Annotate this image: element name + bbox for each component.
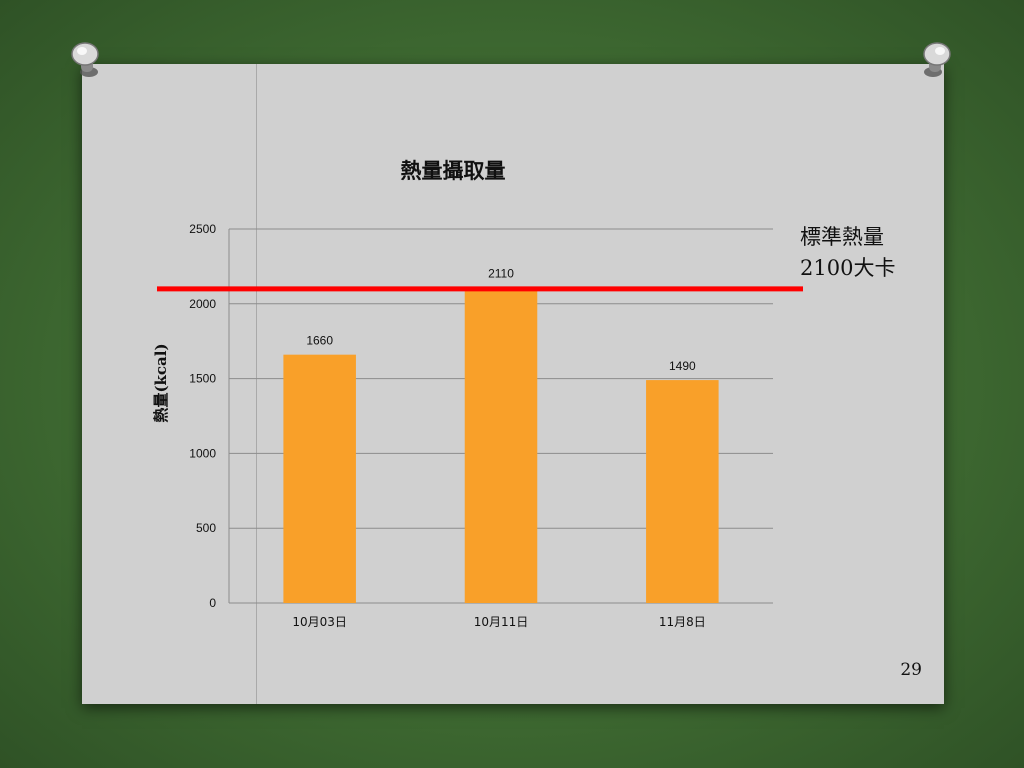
y-tick-label: 2500 (189, 222, 216, 236)
data-label: 2110 (488, 266, 514, 280)
y-axis-label: 熱量(kcal) (152, 343, 170, 422)
y-tick-label: 1000 (189, 446, 216, 460)
reference-line-note: 標準熱量 2100大卡 (800, 222, 895, 284)
bar (646, 380, 719, 603)
slide-margin-line (256, 64, 257, 704)
reference-note-line2: 2100大卡 (800, 256, 896, 280)
pushpin-left-icon (71, 42, 99, 77)
y-tick-label: 500 (196, 521, 216, 535)
bar (283, 354, 356, 603)
x-tick-label: 11月8日 (659, 615, 706, 629)
reference-note-line1: 標準熱量 (800, 225, 884, 249)
data-label: 1660 (306, 334, 333, 348)
y-tick-label: 0 (209, 596, 216, 610)
x-tick-label: 10月03日 (292, 615, 347, 629)
page-number: 29 (900, 660, 922, 680)
bar (464, 287, 538, 603)
pushpin-right-icon (923, 42, 951, 77)
y-tick-label: 1500 (189, 372, 216, 386)
y-tick-label: 2000 (189, 297, 216, 311)
x-tick-label: 10月11日 (474, 615, 529, 629)
chart-title: 熱量攝取量 (401, 158, 506, 183)
data-label: 1490 (669, 359, 696, 373)
